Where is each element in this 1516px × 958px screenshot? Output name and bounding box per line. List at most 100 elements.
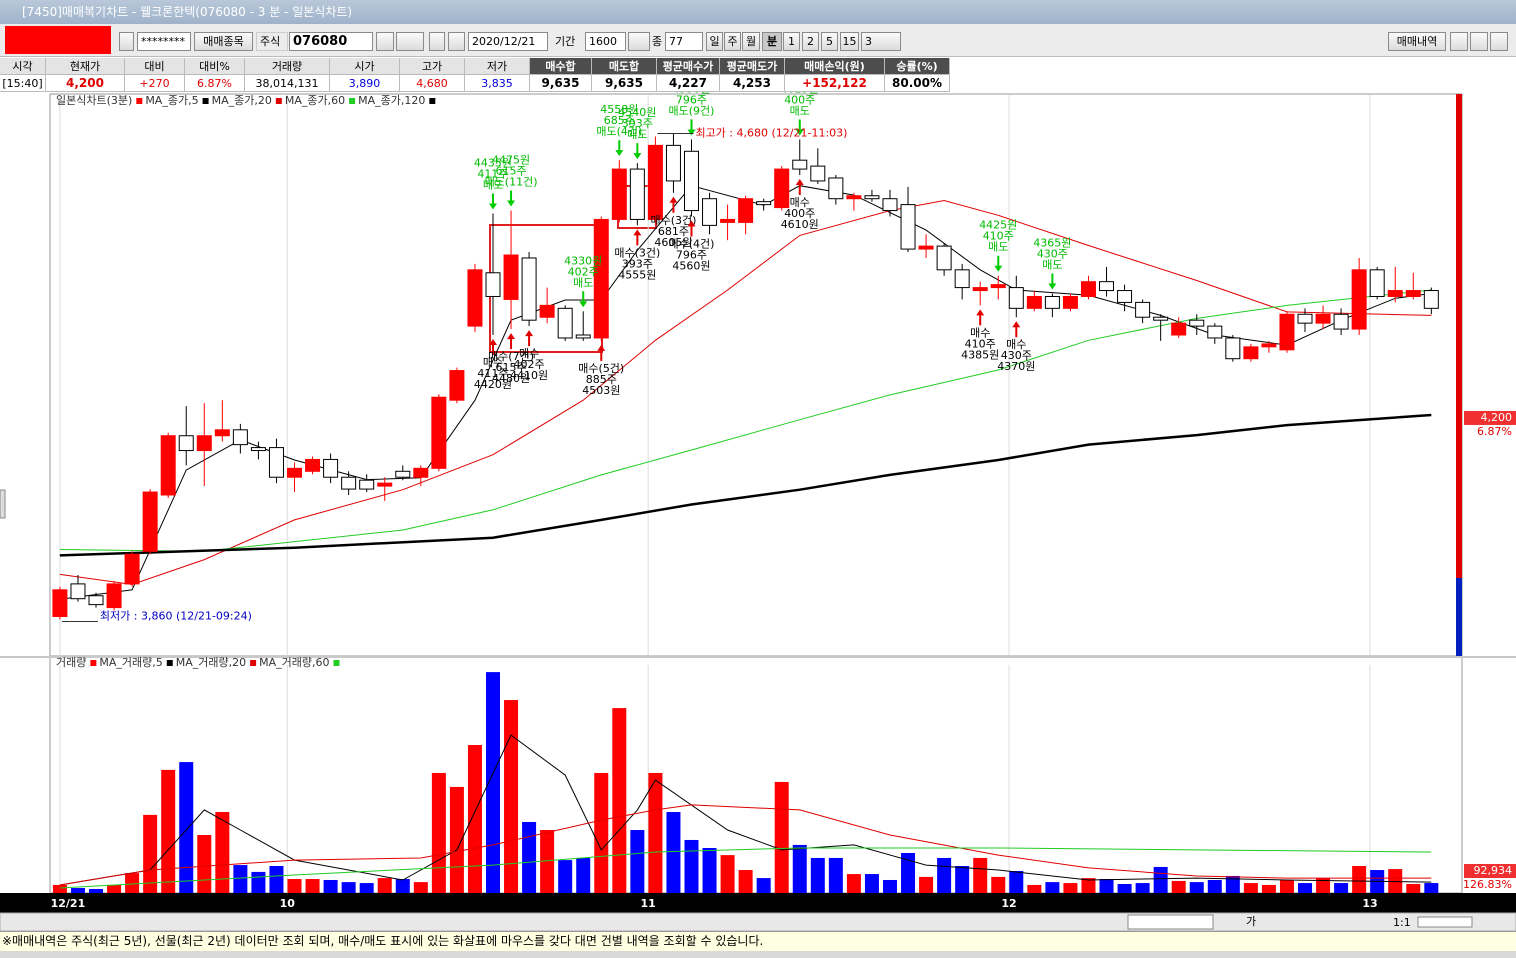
sell-label: 매도(11건) [485,176,538,189]
volume-pane [49,655,1463,894]
volume-bar [1171,880,1186,893]
volume-bar [251,871,266,893]
tool-icon[interactable] [1450,32,1468,51]
legend-label: MA_종가,20 [212,94,272,107]
quote-table: 시각 [15:40] 현재가 4,200 대비 +270 대비% 6.87% 거래량 38,014… [0,58,952,93]
zoom-slider[interactable] [1417,916,1473,928]
sell-label: 매도 [573,276,593,289]
dropdown[interactable] [119,32,134,51]
candle-body [792,159,808,170]
volume-bar [756,878,771,893]
volume-bar [810,857,825,893]
sell-arrow-head [994,265,1003,272]
sell-label: 4475원 [492,154,530,167]
volume-bar [919,876,934,893]
candle-body [250,447,266,452]
high-note: 최고가 : 4,680 (12/21-11:03) [695,127,847,140]
candle-body [214,429,230,437]
quote-value: 3,835 [465,75,530,92]
unit-button[interactable]: 주 [724,32,741,51]
password-field[interactable]: ******** [137,32,191,51]
stock-button[interactable]: 매매종목 [194,32,253,51]
volume-bar [70,888,85,893]
period-field[interactable]: 1600 [585,32,626,51]
unit-button[interactable]: 1 [783,32,800,51]
quote-header: 승률(%) [885,58,950,75]
x-tick-label: 12 [1001,897,1016,910]
market-label: 주식 [256,32,288,51]
search-icon[interactable] [376,32,394,51]
volume-bar [1388,869,1403,893]
window-title: [7450]매매복기차트 - 웰크론한텍(076080 - 3 분 - 일본식차… [22,5,353,19]
buy-arrow-head [633,229,642,236]
unit-button[interactable]: 월 [742,32,760,51]
volume-bar [1117,884,1132,893]
volume-bar [955,866,970,893]
next-button[interactable] [429,32,445,51]
last-change-label: 126.83% [1463,878,1512,891]
volume-bar [1063,883,1078,893]
buy-label: 400주 [784,207,815,220]
candle-body [1369,269,1385,297]
unit-button[interactable]: 일 [706,32,723,51]
legend-swatch [429,98,436,104]
history-button[interactable]: 매매내역 [1388,32,1446,51]
moving-average [59,847,1432,889]
volume-bar [485,672,500,893]
quote-header: 현재가 [46,58,125,75]
x-tick-label: 12/21 [51,897,86,910]
last-value-box [1464,410,1516,425]
volume-bar [1279,879,1294,893]
x-tick-label: 11 [641,897,656,910]
unit-button[interactable]: 3 [861,32,901,51]
volume-bar [684,839,699,893]
unit-button[interactable]: 분 [762,32,782,51]
buy-label: 4420원 [474,378,512,391]
volume-bar [846,874,861,893]
candle-body [954,269,970,289]
volume-bar [161,769,176,893]
buy-label: 411주 [477,367,508,380]
quote-value: 3,890 [330,75,400,92]
sell-label: 4365원 [1033,237,1071,250]
unit-button[interactable]: 15 [840,32,859,51]
font-button[interactable]: 가 [1246,915,1256,928]
scroll-thumb[interactable] [1127,914,1214,930]
date-field[interactable]: 2020/12/21 [468,32,548,51]
zoom-label[interactable]: 1:1 [1393,916,1411,929]
buy-arrow-head [669,196,678,203]
quote-value: 4,680 [400,75,465,92]
prev-button[interactable] [448,32,465,51]
side-handle[interactable] [0,489,6,519]
quote-header: 대비 [125,58,185,75]
buy-label: 615주 [495,361,526,374]
quote-value: 9,635 [592,75,657,92]
buy-label: 796주 [676,248,707,261]
candle-body [1261,343,1277,348]
candle-body [990,284,1006,289]
candle-body [1405,290,1421,297]
count-field[interactable]: 77 [665,32,703,51]
volume-bar [107,884,122,893]
sell-label: 매도(4건) [596,125,642,138]
buy-arrow-head [976,309,985,316]
unit-button[interactable]: 5 [821,32,838,51]
candle-body [1315,313,1331,324]
sell-label: 4425원 [979,219,1017,232]
candle-body [1279,313,1295,351]
unit-button[interactable]: 2 [802,32,819,51]
x-tick-label: 10 [280,897,296,910]
legend-swatch [166,660,173,666]
period-icon[interactable] [628,32,650,51]
volume-bar [738,870,753,893]
scroll-bar[interactable] [0,912,1516,932]
tool-icon[interactable] [1470,32,1488,51]
sort-icon[interactable] [396,32,424,51]
volume-bar [792,844,807,893]
buy-label: 매수 [970,326,990,339]
sell-label: 매도 [627,128,647,141]
code-field[interactable]: 076080 [289,32,373,51]
tool-icon[interactable] [1490,32,1508,51]
candle-body [918,245,934,250]
candle-body [1044,295,1060,309]
